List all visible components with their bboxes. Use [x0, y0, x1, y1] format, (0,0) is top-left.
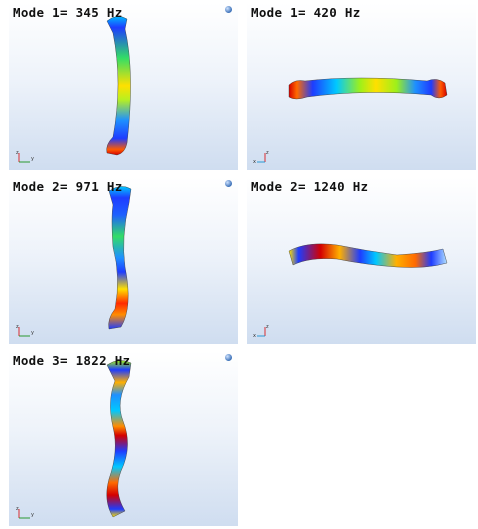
mode-title: Mode 1= 420 Hz [251, 5, 361, 20]
axis-label-v: z [16, 150, 19, 156]
mode-title: Mode 2= 1240 Hz [251, 179, 369, 194]
view-cube-icon [225, 354, 232, 361]
axis-triad-icon: x z [253, 324, 275, 340]
axis-label-h: y [31, 330, 34, 336]
axis-label-v: z [266, 324, 269, 330]
mode-title: Mode 1= 345 Hz [13, 5, 123, 20]
axis-label-v: z [16, 506, 19, 512]
mode-title: Mode 2= 971 Hz [13, 179, 123, 194]
view-cube-icon [225, 6, 232, 13]
bone-mode-1-420-render [288, 77, 448, 100]
axis-triad-icon: y z [15, 150, 37, 166]
mode-title: Mode 3= 1822 Hz [13, 353, 131, 368]
axis-label-v: z [16, 324, 19, 330]
bone-mode-1-345-render [106, 16, 131, 156]
mode-plot-panel: Mode 3= 1822 Hz y z [9, 351, 238, 526]
bone-mode-2-1240-render [288, 243, 448, 268]
bone-mode-3-1822-render [106, 360, 132, 518]
mode-plot-panel: Mode 1= 345 Hz y z [9, 3, 238, 170]
axis-triad-icon: x z [253, 150, 275, 166]
axis-label-h: y [31, 512, 34, 518]
mode-plot-panel: Mode 2= 971 Hz y z [9, 177, 238, 344]
mode-plot-panel: Mode 2= 1240 Hz x z [247, 177, 476, 344]
view-cube-icon [225, 180, 232, 187]
bone-mode-2-971-render [108, 186, 132, 330]
mode-plot-panel: Mode 1= 420 Hz x z [247, 3, 476, 170]
axis-label-h: x [253, 159, 256, 164]
axis-triad-icon: y z [15, 506, 37, 522]
axis-triad-icon: y z [15, 324, 37, 340]
axis-label-h: x [253, 333, 256, 338]
axis-label-v: z [266, 150, 269, 156]
axis-label-h: y [31, 156, 34, 162]
